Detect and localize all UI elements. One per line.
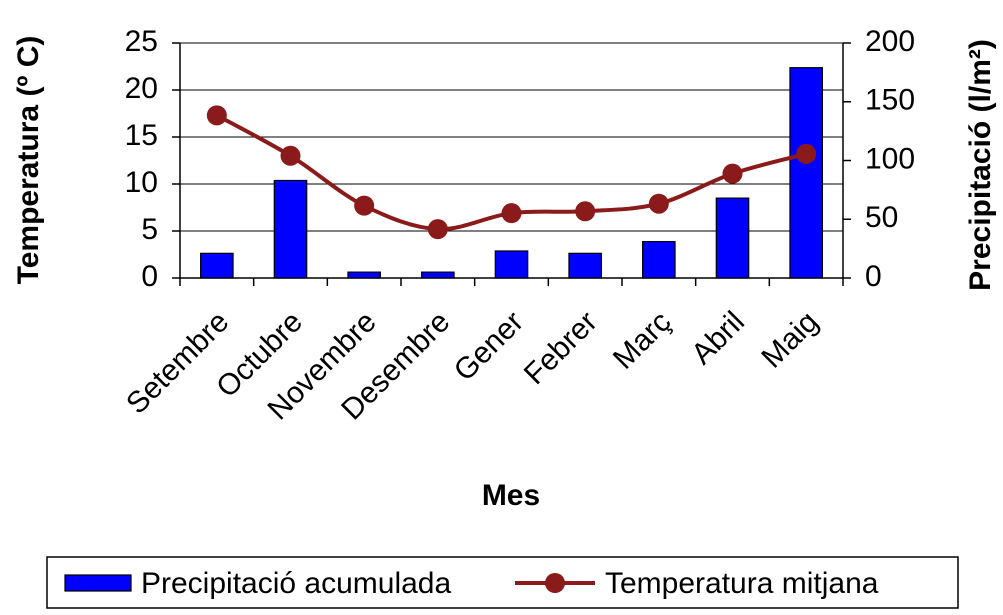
legend-swatch — [64, 574, 132, 592]
x-tick-label: Gener — [448, 305, 530, 387]
bar — [642, 240, 676, 279]
x-axis-label: Mes — [482, 479, 540, 512]
y-tick-label: 0 — [141, 260, 158, 293]
y-tick-label: 15 — [125, 119, 158, 152]
x-tick-label: Setembre — [120, 305, 235, 420]
bar — [273, 179, 308, 279]
y2-tick-label: 50 — [865, 201, 898, 234]
bar — [789, 67, 823, 279]
y2-axis-label: Precipitació (l/m²) — [964, 39, 997, 291]
y2-tick-label: 200 — [865, 25, 915, 58]
x-tick-label: Maig — [755, 305, 824, 374]
y-tick-label: 5 — [141, 213, 158, 246]
bar — [494, 250, 529, 279]
y2-tick-label: 150 — [865, 84, 915, 117]
bar — [715, 197, 750, 279]
bar — [200, 252, 234, 279]
bar — [568, 252, 602, 279]
y-tick-label: 20 — [125, 72, 158, 105]
legend-marker — [545, 573, 565, 593]
y-tick-label: 25 — [125, 25, 158, 58]
y2-tick-label: 0 — [865, 260, 882, 293]
line-marker — [206, 105, 227, 126]
line-marker — [354, 195, 375, 216]
line-marker — [280, 145, 301, 166]
x-tick-label: Febrer — [518, 305, 604, 391]
legend-label: Temperatura mitjana — [605, 567, 879, 600]
line-marker — [575, 201, 596, 222]
line-marker — [722, 163, 743, 184]
line-marker — [501, 203, 522, 224]
x-tick-label: Març — [607, 305, 677, 375]
bar — [347, 271, 381, 279]
legend-box — [46, 556, 959, 609]
y-axis-label: Temperatura (º C) — [12, 36, 45, 285]
bar — [421, 271, 455, 279]
line-marker — [796, 143, 817, 164]
y2-tick-label: 100 — [865, 142, 915, 175]
x-tick-label: Abril — [685, 305, 751, 371]
y-tick-label: 10 — [125, 166, 158, 199]
line-marker — [648, 193, 669, 214]
legend-label: Precipitació acumulada — [141, 567, 451, 600]
line-marker — [427, 219, 448, 240]
